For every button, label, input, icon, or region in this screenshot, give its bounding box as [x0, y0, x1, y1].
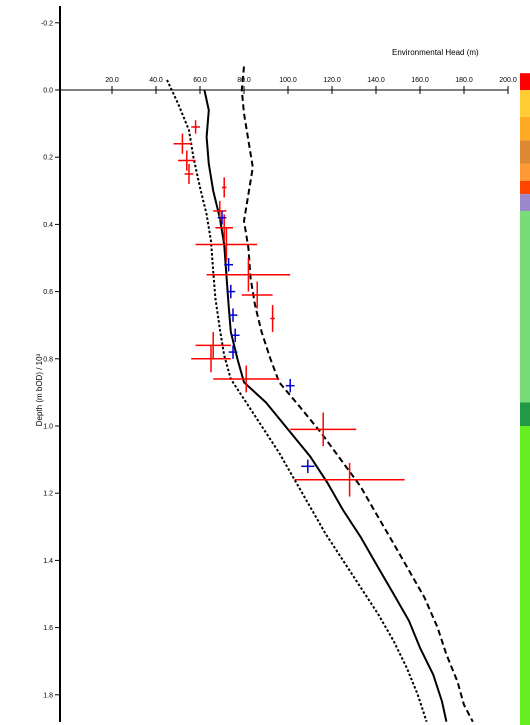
y-tick-label-3: 0.4 [43, 222, 53, 229]
measurement-point-22 [285, 378, 295, 393]
stratum-band-9 [520, 426, 530, 725]
stratum-band-2 [520, 116, 530, 141]
measurements [173, 120, 405, 497]
y-axis-title: Depth (m bOD) / 10³ [35, 353, 44, 426]
x-tick-label-2: 60.0 [193, 77, 207, 84]
x-tick-label-5: 120.0 [323, 77, 341, 84]
measurement-point-10 [270, 305, 275, 332]
measurement-point-4 [222, 177, 227, 198]
x-axis: 20.0 40.0 60.0 80.0 100.0 120.0 140.0 160.0 180.… [60, 77, 517, 94]
strata-column [520, 73, 530, 725]
stratum-band-5 [520, 180, 530, 195]
measurement-point-12 [191, 345, 231, 373]
y-tick-label-10: 1.8 [43, 692, 53, 699]
stratum-band-6 [520, 194, 530, 211]
measurement-point-1 [173, 133, 192, 154]
y-tick-label-5: 0.8 [43, 356, 53, 363]
measurement-point-20 [230, 328, 240, 342]
series-lines [166, 66, 474, 723]
measurement-point-9 [241, 281, 273, 309]
series-line-solid [203, 89, 448, 722]
stratum-band-4 [520, 163, 530, 181]
measurement-point-7 [195, 227, 258, 262]
measurement-point-13 [213, 365, 280, 393]
x-tick-label-3: 80.0 [237, 77, 251, 84]
x-tick-label-0: 20.0 [105, 77, 119, 84]
stratum-band-7 [520, 210, 530, 403]
y-tick-label-9: 1.6 [43, 625, 53, 632]
measurement-point-17 [224, 258, 233, 272]
y-axis: -0.2 0.0 0.2 0.4 0.6 0.8 1.0 1.2 1.4 1.6 1.8 [41, 6, 61, 722]
x-tick-label-1: 40.0 [149, 77, 163, 84]
x-tick-label-4: 100.0 [279, 77, 297, 84]
x-tick-label-9: 200.0 [499, 77, 517, 84]
x-axis-title: Environmental Head (m) [392, 48, 479, 57]
series-line-dashed [240, 66, 474, 723]
measurement-point-19 [228, 308, 238, 322]
series-line-dotted [166, 79, 428, 723]
y-tick-label-7: 1.2 [43, 491, 53, 498]
measurement-point-23 [301, 459, 315, 474]
measurement-point-21 [228, 345, 238, 359]
measurement-point-6 [215, 214, 233, 242]
measurement-point-11 [195, 331, 231, 359]
y-tick-label-8: 1.4 [43, 558, 53, 565]
stratum-band-8 [520, 402, 530, 426]
y-tick-label-2: 0.2 [43, 155, 53, 162]
stratum-band-3 [520, 140, 530, 164]
x-tick-label-7: 160.0 [411, 77, 429, 84]
measurement-point-16 [217, 210, 227, 225]
measurement-point-14 [290, 412, 357, 447]
y-tick-label-1: 0.0 [43, 88, 53, 95]
stratum-band-0 [520, 73, 530, 90]
x-tick-label-8: 180.0 [455, 77, 473, 84]
y-tick-label-0: -0.2 [41, 20, 53, 27]
measurement-point-2 [178, 150, 196, 171]
y-tick-label-4: 0.6 [43, 289, 53, 296]
stratum-band-1 [520, 90, 530, 117]
y-tick-label-6: 1.0 [43, 424, 53, 431]
measurement-point-0 [191, 120, 200, 134]
measurement-point-18 [226, 284, 236, 299]
measurement-point-3 [184, 163, 194, 185]
measurement-point-15 [294, 462, 405, 497]
x-tick-label-6: 140.0 [367, 77, 385, 84]
measurement-point-8 [206, 258, 291, 292]
